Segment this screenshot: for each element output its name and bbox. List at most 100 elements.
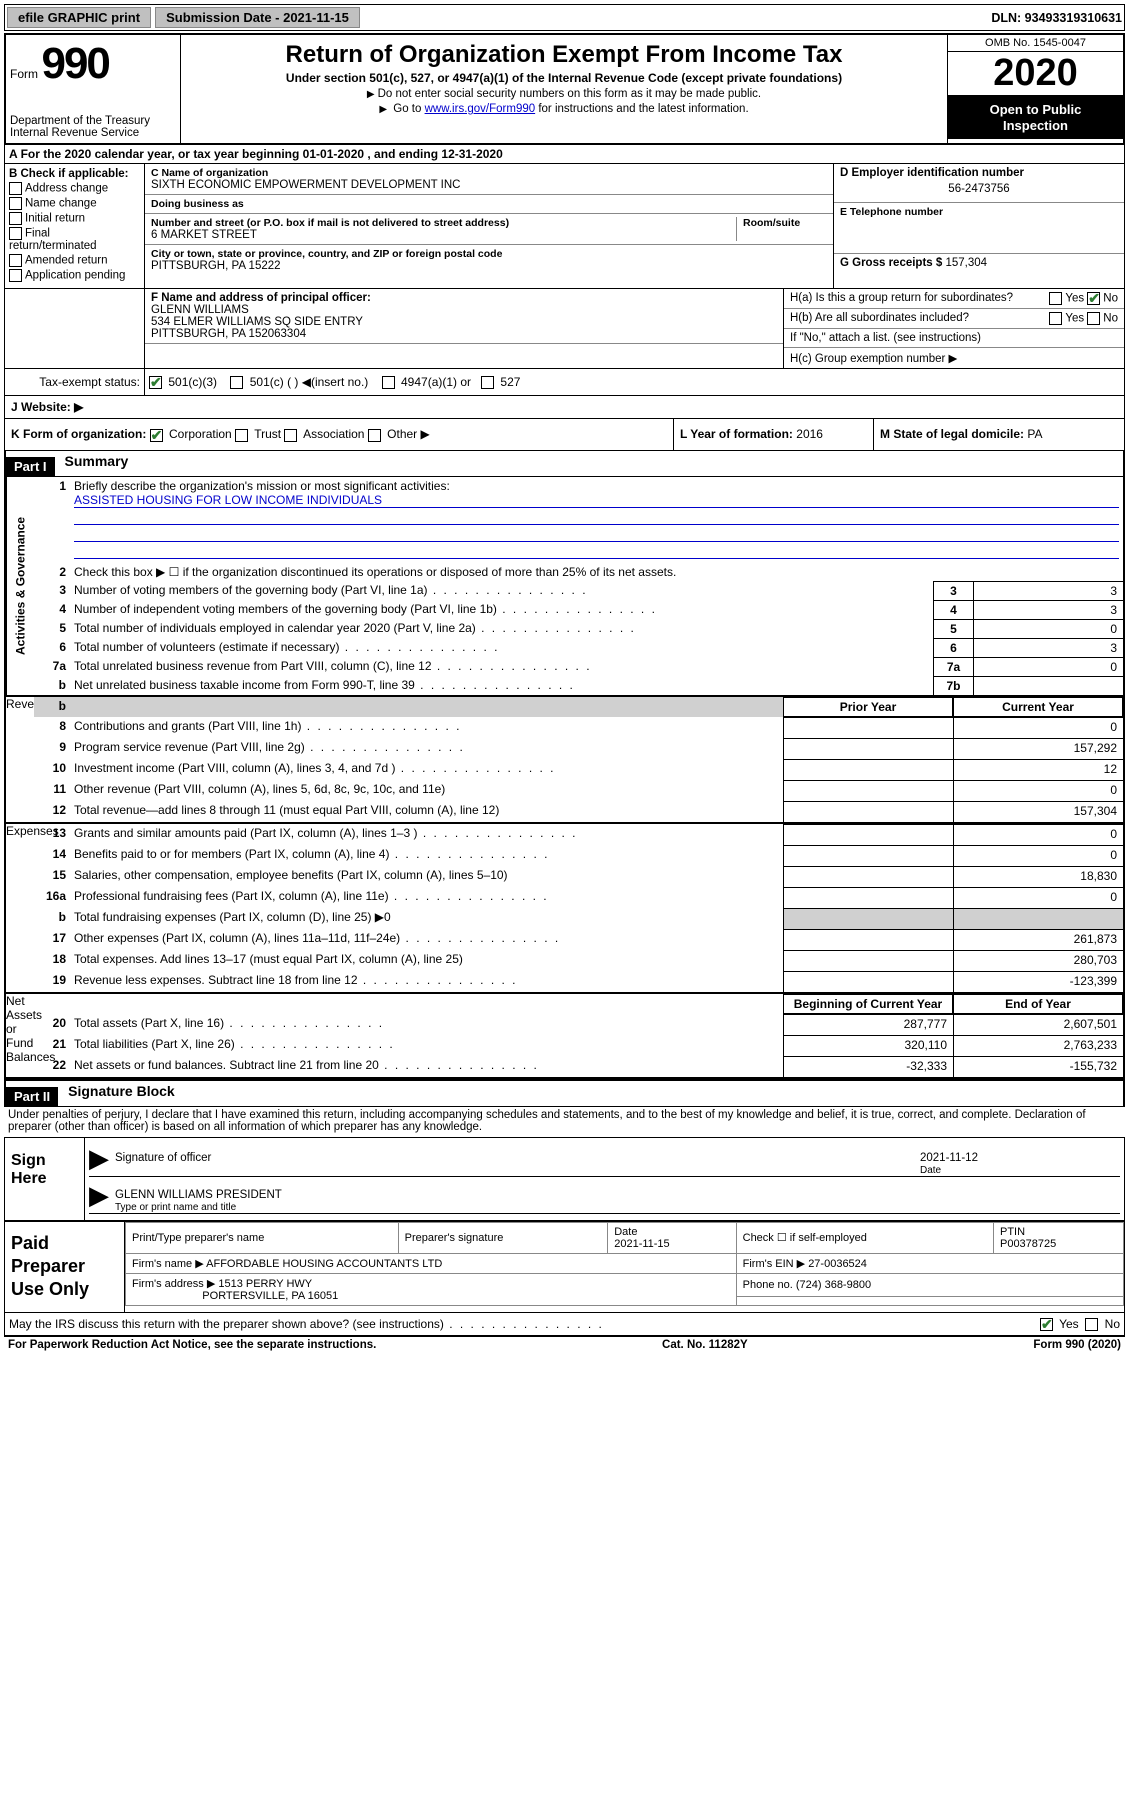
part1-title: Summary [55, 451, 139, 476]
line-3-val: 3 [973, 581, 1123, 600]
ha-yes-chk[interactable] [1049, 292, 1062, 305]
chk-501c3[interactable] [149, 376, 162, 389]
line-20-desc: Total assets (Part X, line 16) [70, 1014, 783, 1035]
prep-name-label: Print/Type preparer's name [126, 1222, 399, 1253]
chk-amended-return[interactable]: Amended return [9, 254, 140, 267]
side-expenses: Expenses [6, 824, 34, 992]
line-5-num: 5 [34, 619, 70, 638]
state-domicile-label: M State of legal domicile: [880, 427, 1024, 441]
beg-year-hdr: Beginning of Current Year [783, 994, 953, 1014]
line-7a-desc: Total unrelated business revenue from Pa… [70, 657, 933, 676]
sign-here-label: Sign Here [5, 1138, 85, 1220]
line-3-desc: Number of voting members of the governin… [70, 581, 933, 600]
line-22-desc: Net assets or fund balances. Subtract li… [70, 1056, 783, 1077]
line-21-curr: 2,763,233 [953, 1035, 1123, 1056]
line-7b-box: 7b [933, 676, 973, 695]
line-21-desc: Total liabilities (Part X, line 26) [70, 1035, 783, 1056]
line-15-desc: Salaries, other compensation, employee b… [70, 866, 783, 887]
efile-button[interactable]: efile GRAPHIC print [7, 7, 151, 28]
line-14-num: 14 [34, 845, 70, 866]
tax-year: 2020 [948, 52, 1123, 96]
side-netassets: Net Assets or Fund Balances [6, 994, 34, 1077]
line-10-prior [783, 759, 953, 780]
line-12-desc: Total revenue—add lines 8 through 11 (mu… [70, 801, 783, 822]
dln-label: DLN: 93493319310631 [991, 11, 1122, 25]
chk-corp[interactable] [150, 429, 163, 442]
line-5-val: 0 [973, 619, 1123, 638]
line-16a-prior [783, 887, 953, 908]
room-label: Room/suite [743, 217, 827, 229]
sig-officer-label: Signature of officer [115, 1152, 920, 1176]
hb-yes-chk[interactable] [1049, 312, 1062, 325]
line-6-desc: Total number of volunteers (estimate if … [70, 638, 933, 657]
chk-name-change[interactable]: Name change [9, 197, 140, 210]
note-ssn: Do not enter social security numbers on … [185, 88, 943, 100]
firm-addr-1: 1513 PERRY HWY [218, 1278, 312, 1290]
line-18-num: 18 [34, 950, 70, 971]
firm-ein-label: Firm's EIN ▶ [743, 1258, 806, 1270]
chk-501c[interactable] [230, 376, 243, 389]
q1-answer: ASSISTED HOUSING FOR LOW INCOME INDIVIDU… [74, 493, 1119, 508]
line-17-num: 17 [34, 929, 70, 950]
line-21-num: 21 [34, 1035, 70, 1056]
chk-trust[interactable] [235, 429, 248, 442]
line-14-desc: Benefits paid to or for members (Part IX… [70, 845, 783, 866]
chk-527[interactable] [481, 376, 494, 389]
prior-year-hdr: Prior Year [783, 697, 953, 717]
ein-value: 56-2473756 [840, 179, 1118, 199]
line-1-num: 1 [34, 477, 70, 563]
hb-no-chk[interactable] [1087, 312, 1100, 325]
chk-final-return[interactable]: Final return/terminated [9, 227, 140, 252]
discuss-yes-chk[interactable] [1040, 1318, 1053, 1331]
submission-date-button[interactable]: Submission Date - 2021-11-15 [155, 7, 360, 28]
year-formation-label: L Year of formation: [680, 427, 793, 441]
sig-date: 2021-11-12 [920, 1152, 978, 1164]
line-9-num: 9 [34, 738, 70, 759]
ptin-value: P00378725 [1000, 1238, 1056, 1250]
line-9-prior [783, 738, 953, 759]
line-2-num: 2 [34, 563, 70, 581]
chk-application-pending[interactable]: Application pending [9, 269, 140, 282]
tel-label: E Telephone number [840, 206, 1118, 218]
chk-initial-return[interactable]: Initial return [9, 212, 140, 225]
officer-addr1: 534 ELMER WILLIAMS SQ SIDE ENTRY [151, 316, 777, 328]
part2-tab: Part II [6, 1087, 58, 1106]
firm-name-label: Firm's name ▶ [132, 1258, 204, 1270]
self-employed-check[interactable]: Check ☐ if self-employed [736, 1222, 993, 1253]
section-a: A For the 2020 calendar year, or tax yea… [4, 145, 1125, 164]
line-6-num: 6 [34, 638, 70, 657]
gross-label: G Gross receipts $ [840, 257, 942, 269]
rev-spacer: b [34, 697, 70, 717]
discuss-no-chk[interactable] [1085, 1318, 1098, 1331]
line-4-desc: Number of independent voting members of … [70, 600, 933, 619]
ein-label: D Employer identification number [840, 167, 1118, 179]
line-20-curr: 2,607,501 [953, 1014, 1123, 1035]
chk-assoc[interactable] [284, 429, 297, 442]
line-7b-desc: Net unrelated business taxable income fr… [70, 676, 933, 695]
phone-value: (724) 368-9800 [796, 1279, 871, 1291]
line-8-desc: Contributions and grants (Part VIII, lin… [70, 717, 783, 738]
line-11-desc: Other revenue (Part VIII, column (A), li… [70, 780, 783, 801]
city-label: City or town, state or province, country… [151, 248, 827, 260]
line-4-val: 3 [973, 600, 1123, 619]
chk-address-change[interactable]: Address change [9, 182, 140, 195]
tax-exempt-label: Tax-exempt status: [5, 369, 145, 395]
line-19-num: 19 [34, 971, 70, 992]
sig-date-label: Date [920, 1165, 941, 1176]
gross-value: 157,304 [945, 257, 987, 269]
open-public-1: Open to Public [952, 102, 1119, 118]
line-7a-num: 7a [34, 657, 70, 676]
line-18-prior [783, 950, 953, 971]
line-5-desc: Total number of individuals employed in … [70, 619, 933, 638]
chk-4947[interactable] [382, 376, 395, 389]
ha-no-chk[interactable] [1087, 292, 1100, 305]
declaration-text: Under penalties of perjury, I declare th… [4, 1107, 1125, 1135]
instructions-link[interactable]: www.irs.gov/Form990 [425, 103, 536, 115]
box-b-title: B Check if applicable: [9, 168, 140, 180]
chk-other[interactable] [368, 429, 381, 442]
line-22-prior: -32,333 [783, 1056, 953, 1077]
discuss-label: May the IRS discuss this return with the… [9, 1317, 604, 1331]
line-3-num: 3 [34, 581, 70, 600]
city-value: PITTSBURGH, PA 15222 [151, 260, 827, 272]
footer-right: Form 990 (2020) [1033, 1339, 1121, 1351]
